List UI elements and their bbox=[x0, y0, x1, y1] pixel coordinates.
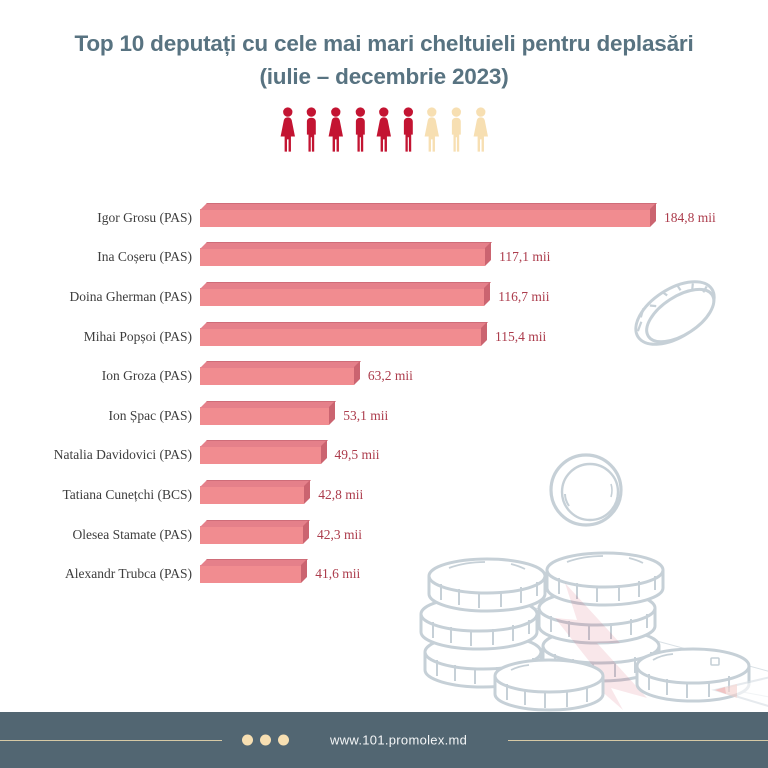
value-label: 42,3 mii bbox=[317, 526, 363, 542]
male-person-icon bbox=[302, 107, 321, 153]
bar-area: 116,7 mii bbox=[200, 287, 768, 306]
page-title-line1: Top 10 deputați cu cele mai mari cheltui… bbox=[74, 31, 694, 56]
bar-row: Mihai Popșoi (PAS) 115,4 mii bbox=[0, 317, 768, 357]
female-person-icon bbox=[470, 107, 492, 153]
bar-area: 42,3 mii bbox=[200, 525, 768, 544]
bar bbox=[200, 485, 305, 504]
footer-bar: www.101.promolex.md bbox=[0, 712, 768, 768]
bar bbox=[200, 446, 321, 465]
value-label: 63,2 mii bbox=[367, 368, 413, 384]
category-label: Mihai Popșoi (PAS) bbox=[83, 328, 192, 344]
people-pictogram-row bbox=[0, 105, 768, 153]
value-label: 53,1 mii bbox=[343, 407, 389, 423]
bar-row: Alexandr Trubca (PAS) 41,6 mii bbox=[0, 554, 768, 594]
male-person-icon bbox=[351, 107, 370, 153]
bar bbox=[200, 525, 303, 544]
bar-area: 63,2 mii bbox=[200, 367, 768, 386]
footer-divider-right bbox=[508, 740, 768, 741]
bar-row: Tatiana Cunețchi (BCS) 42,8 mii bbox=[0, 475, 768, 515]
page-title-line2: (iulie – decembrie 2023) bbox=[259, 63, 509, 89]
page-title: Top 10 deputați cu cele mai mari cheltui… bbox=[0, 0, 768, 93]
category-label: Doina Gherman (PAS) bbox=[69, 288, 193, 304]
bar bbox=[200, 287, 485, 306]
category-label: Olesea Stamate (PAS) bbox=[72, 526, 192, 542]
category-label: Natalia Davidovici (PAS) bbox=[53, 447, 192, 463]
bar-row: Ion Șpac (PAS) 53,1 mii bbox=[0, 396, 768, 436]
bar bbox=[200, 248, 486, 267]
value-label: 184,8 mii bbox=[664, 209, 716, 225]
value-label: 115,4 mii bbox=[495, 328, 547, 344]
female-person-icon bbox=[277, 107, 299, 153]
bar bbox=[200, 327, 481, 346]
category-label: Ion Groza (PAS) bbox=[101, 368, 192, 384]
bar-chart: Igor Grosu (PAS) 184,8 mii Ina Coșeru (PAS… bbox=[0, 198, 768, 594]
pencil-icon bbox=[711, 676, 768, 707]
bar-row: Doina Gherman (PAS) 116,7 mii bbox=[0, 277, 768, 317]
female-person-icon bbox=[325, 107, 347, 153]
female-person-icon bbox=[421, 107, 443, 153]
bar bbox=[200, 565, 302, 584]
bar-row: Igor Grosu (PAS) 184,8 mii bbox=[0, 198, 768, 238]
bar bbox=[200, 367, 354, 386]
bar bbox=[200, 208, 650, 227]
bar-area: 41,6 mii bbox=[200, 565, 768, 584]
bar bbox=[200, 406, 330, 425]
bar-area: 53,1 mii bbox=[200, 406, 768, 425]
bar-row: Olesea Stamate (PAS) 42,3 mii bbox=[0, 515, 768, 555]
bar-row: Natalia Davidovici (PAS) 49,5 mii bbox=[0, 436, 768, 476]
footer-url: www.101.promolex.md bbox=[330, 732, 468, 748]
value-label: 49,5 mii bbox=[334, 447, 380, 463]
bar-area: 49,5 mii bbox=[200, 446, 768, 465]
male-person-icon bbox=[447, 107, 466, 153]
bar-row: Ina Coșeru (PAS) 117,1 mii bbox=[0, 238, 768, 278]
bar-row: Ion Groza (PAS) 63,2 mii bbox=[0, 356, 768, 396]
category-label: Ion Șpac (PAS) bbox=[108, 407, 192, 423]
bar-area: 184,8 mii bbox=[200, 208, 768, 227]
footer-divider-left bbox=[0, 740, 222, 741]
category-label: Alexandr Trubca (PAS) bbox=[64, 566, 192, 582]
female-person-icon bbox=[373, 107, 395, 153]
value-label: 41,6 mii bbox=[315, 566, 361, 582]
value-label: 42,8 mii bbox=[318, 486, 364, 502]
value-label: 117,1 mii bbox=[499, 249, 551, 265]
value-label: 116,7 mii bbox=[498, 288, 550, 304]
bar-area: 42,8 mii bbox=[200, 485, 768, 504]
male-person-icon bbox=[399, 107, 418, 153]
category-label: Igor Grosu (PAS) bbox=[97, 209, 192, 225]
bar-area: 115,4 mii bbox=[200, 327, 768, 346]
footer-dots-icon bbox=[242, 734, 289, 746]
category-label: Ina Coșeru (PAS) bbox=[97, 249, 192, 265]
bar-area: 117,1 mii bbox=[200, 248, 768, 267]
category-label: Tatiana Cunețchi (BCS) bbox=[62, 486, 192, 502]
